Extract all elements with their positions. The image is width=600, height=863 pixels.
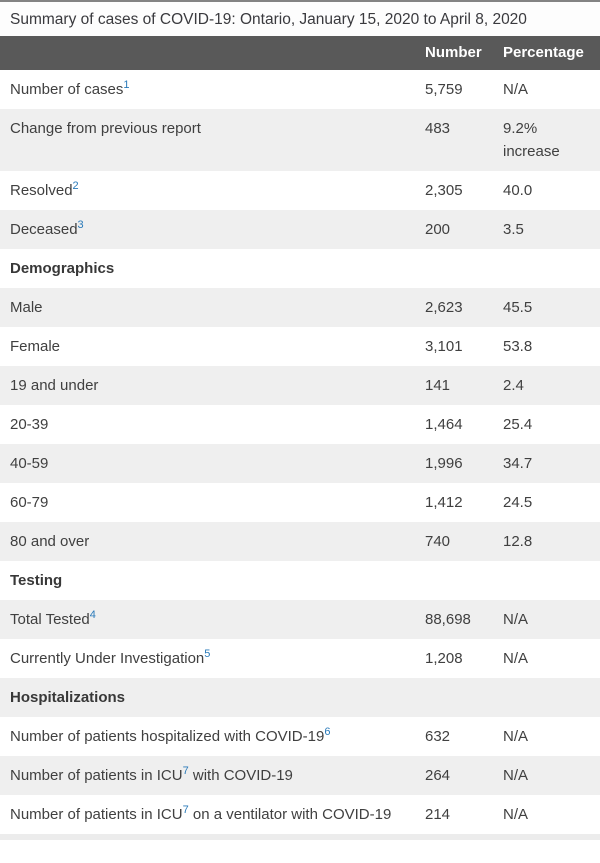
row-label: Number of patients in ICU7 with COVID-19 bbox=[0, 756, 415, 795]
row-label: Number of patients hospitalized with COV… bbox=[10, 726, 331, 746]
table-caption: Summary of cases of COVID-19: Ontario, J… bbox=[0, 2, 600, 36]
covid-summary-table-container: Summary of cases of COVID-19: Ontario, J… bbox=[0, 0, 600, 840]
row-percentage: 2.4 bbox=[493, 366, 600, 405]
footnote-link[interactable]: 6 bbox=[324, 726, 331, 738]
header-empty-cell bbox=[0, 36, 415, 70]
row-number: 214 bbox=[425, 806, 451, 823]
row-number: 740 bbox=[415, 522, 493, 561]
table-row: Currently Under Investigation5 1,208 N/A bbox=[0, 639, 600, 678]
table-row: Change from previous report 483 9.2% incre… bbox=[0, 109, 600, 171]
table-row: 19 and under 141 2.4 bbox=[0, 366, 600, 405]
footnote-link[interactable]: 7 bbox=[182, 765, 189, 777]
row-label: 40-59 bbox=[0, 444, 415, 483]
header-number: Number bbox=[415, 36, 493, 70]
row-label: Male bbox=[0, 288, 415, 327]
footnote-link[interactable]: 7 bbox=[182, 804, 189, 816]
row-number: 632 bbox=[425, 728, 451, 745]
footnote-link[interactable]: 5 bbox=[204, 648, 211, 660]
row-number: 200 bbox=[415, 210, 493, 249]
table-row: 80 and over 740 12.8 bbox=[0, 522, 600, 561]
table-header-row: Number Percentage bbox=[0, 36, 600, 70]
row-percentage: 12.8 bbox=[493, 522, 600, 561]
footnote-link[interactable]: 1 bbox=[123, 79, 130, 91]
row-number: 1,412 bbox=[425, 494, 463, 511]
summary-table: Number Percentage Number of cases1 5,759 N… bbox=[0, 36, 600, 834]
footnote-link[interactable]: 4 bbox=[89, 609, 96, 621]
row-label: Resolved2 bbox=[10, 180, 79, 200]
row-number: 5,759 bbox=[425, 81, 463, 98]
section-header: Hospitalizations bbox=[0, 678, 600, 717]
row-number: 88,698 bbox=[415, 600, 493, 639]
row-label: Currently Under Investigation5 bbox=[10, 648, 211, 668]
row-number: 1,464 bbox=[425, 416, 463, 433]
row-percentage: 9.2% increase bbox=[493, 109, 600, 171]
table-row: Deceased3 200 3.5 bbox=[0, 210, 600, 249]
row-number: 3,101 bbox=[425, 338, 463, 355]
row-percentage: 34.7 bbox=[493, 444, 600, 483]
row-percentage: N/A bbox=[503, 81, 529, 98]
row-number: 2,305 bbox=[425, 182, 463, 199]
row-label: Female bbox=[10, 338, 61, 355]
header-percentage: Percentage bbox=[493, 36, 600, 70]
row-label: Deceased3 bbox=[0, 210, 415, 249]
row-percentage: 53.8 bbox=[503, 338, 533, 355]
row-label: Number of patients in ICU7 on a ventilat… bbox=[10, 804, 392, 824]
row-number: 483 bbox=[415, 109, 493, 171]
row-label: 60-79 bbox=[10, 494, 49, 511]
row-percentage: 45.5 bbox=[493, 288, 600, 327]
footnote-link[interactable]: 2 bbox=[72, 180, 79, 192]
row-number: 1,996 bbox=[415, 444, 493, 483]
row-percentage: 40.0 bbox=[503, 182, 533, 199]
row-label: 19 and under bbox=[0, 366, 415, 405]
row-number: 2,623 bbox=[415, 288, 493, 327]
row-label: Number of cases1 bbox=[10, 79, 130, 99]
row-percentage: N/A bbox=[503, 650, 529, 667]
row-label: Total Tested4 bbox=[0, 600, 415, 639]
row-percentage: 3.5 bbox=[493, 210, 600, 249]
section-header: Testing bbox=[10, 572, 63, 589]
row-number: 264 bbox=[415, 756, 493, 795]
section-header: Demographics bbox=[10, 260, 115, 277]
table-row: Resolved2 2,305 40.0 bbox=[0, 171, 600, 210]
table-row: 20-39 1,464 25.4 bbox=[0, 405, 600, 444]
table-row: 40-59 1,996 34.7 bbox=[0, 444, 600, 483]
row-percentage: N/A bbox=[503, 806, 529, 823]
table-row: Number of patients in ICU7 on a ventilat… bbox=[0, 795, 600, 834]
table-row: Female 3,101 53.8 bbox=[0, 327, 600, 366]
row-percentage: 25.4 bbox=[503, 416, 533, 433]
row-label: 20-39 bbox=[10, 416, 49, 433]
table-row: Total Tested4 88,698 N/A bbox=[0, 600, 600, 639]
section-row: Demographics bbox=[0, 249, 600, 288]
row-percentage: N/A bbox=[493, 600, 600, 639]
table-row: Number of patients in ICU7 with COVID-19… bbox=[0, 756, 600, 795]
row-label: Change from previous report bbox=[0, 109, 415, 171]
next-row-partial bbox=[0, 834, 600, 840]
row-percentage: 24.5 bbox=[503, 494, 533, 511]
footnote-link[interactable]: 3 bbox=[77, 219, 84, 231]
table-row: Male 2,623 45.5 bbox=[0, 288, 600, 327]
row-number: 1,208 bbox=[425, 650, 463, 667]
section-row: Testing bbox=[0, 561, 600, 600]
row-percentage: N/A bbox=[503, 728, 529, 745]
section-row: Hospitalizations bbox=[0, 678, 600, 717]
table-row: Number of cases1 5,759 N/A bbox=[0, 70, 600, 109]
table-row: 60-79 1,412 24.5 bbox=[0, 483, 600, 522]
row-percentage: N/A bbox=[493, 756, 600, 795]
row-number: 141 bbox=[415, 366, 493, 405]
table-row: Number of patients hospitalized with COV… bbox=[0, 717, 600, 756]
row-label: 80 and over bbox=[0, 522, 415, 561]
